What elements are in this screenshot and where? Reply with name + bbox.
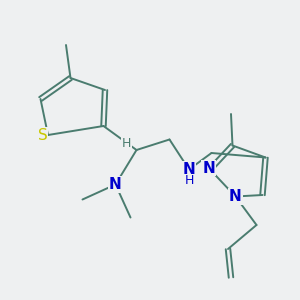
Text: N: N bbox=[202, 160, 215, 175]
Text: H: H bbox=[122, 137, 132, 150]
Text: H: H bbox=[184, 174, 194, 188]
Text: N: N bbox=[109, 177, 122, 192]
Text: S: S bbox=[38, 128, 47, 142]
Text: N: N bbox=[229, 189, 242, 204]
Text: N: N bbox=[183, 162, 195, 177]
